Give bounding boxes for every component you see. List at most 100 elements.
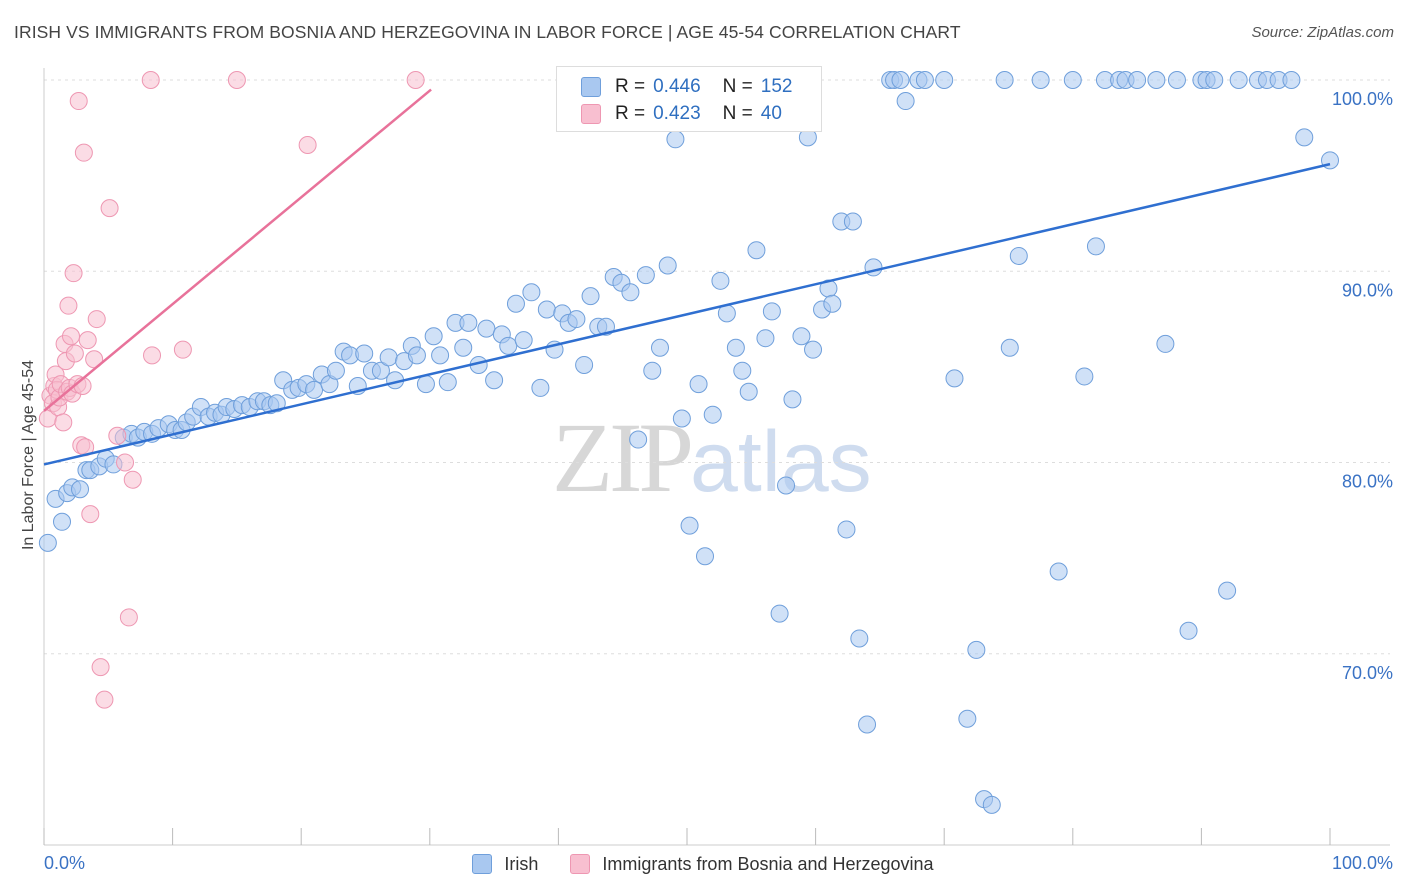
bosnia-points (38, 71, 425, 709)
irish-point (967, 640, 986, 659)
irish-point (837, 520, 856, 539)
bosnia-point (95, 690, 114, 709)
irish-point (689, 375, 708, 394)
irish-point (945, 369, 964, 388)
irish-point (658, 256, 677, 275)
bosnia-point (173, 340, 192, 359)
irish-point (1086, 237, 1105, 256)
bosnia-point (298, 136, 317, 155)
irish-point (567, 310, 586, 329)
bosnia-point (141, 71, 160, 89)
gridlines (44, 79, 1390, 655)
bosnia-r-label: R = (615, 103, 646, 124)
irish-point (499, 336, 518, 355)
irish-point (1063, 71, 1082, 89)
bosnia-point (62, 327, 81, 346)
irish-point (726, 338, 745, 357)
bosnia-point (123, 470, 142, 489)
bosnia-legend-label: Immigrants from Bosnia and Herzegovina (602, 853, 934, 874)
irish-point (522, 283, 541, 302)
irish-n-value: 152 (760, 76, 793, 97)
irish-point (1128, 71, 1147, 89)
irish-point (739, 382, 758, 401)
irish-point (38, 533, 57, 552)
irish-point (1295, 128, 1314, 147)
bosnia-legend-swatch (570, 854, 591, 874)
legend-item-irish[interactable]: Irish (472, 854, 538, 875)
bosnia-point (54, 413, 73, 432)
legend-item-bosnia[interactable]: Immigrants from Bosnia and Herzegovina (570, 853, 934, 875)
irish-point (747, 241, 766, 260)
y-tick-label: 80.0% (1342, 472, 1393, 492)
irish-point (537, 300, 556, 319)
irish-point (762, 302, 781, 321)
bosnia-n-value: 40 (760, 103, 782, 124)
irish-point (783, 390, 802, 409)
irish-point (666, 130, 685, 149)
irish-point (891, 71, 910, 89)
correlation-legend: R = 0.446 N = 152 R = 0.423 N = 40 (556, 66, 822, 132)
irish-point (355, 344, 374, 363)
irish-point (1147, 71, 1166, 89)
irish-r-label: R = (615, 76, 646, 97)
irish-point (703, 405, 722, 424)
irish-point (477, 319, 496, 338)
irish-point (995, 71, 1014, 89)
irish-point (267, 394, 286, 413)
irish-point (581, 287, 600, 306)
x-tick-label-min: 0.0% (44, 853, 85, 873)
x-tick-label-max: 100.0% (1332, 853, 1393, 873)
trend-lines (43, 88, 1331, 466)
irish-point (629, 430, 648, 449)
y-tick-label: 90.0% (1342, 280, 1393, 300)
irish-point (371, 361, 390, 380)
irish-points (38, 71, 1339, 814)
bosnia-point (100, 199, 119, 218)
irish-point (777, 476, 796, 495)
irish-point (915, 71, 934, 89)
irish-point (935, 71, 954, 89)
bosnia-point (91, 658, 110, 677)
irish-trend-line (43, 162, 1331, 466)
bosnia-point (65, 344, 84, 363)
bosnia-point (69, 92, 88, 111)
irish-point (858, 715, 877, 734)
irish-point (71, 480, 90, 499)
bosnia-point (227, 71, 246, 89)
bosnia-point (59, 296, 78, 315)
bosnia-point (406, 71, 425, 89)
legend-row-bosnia: R = 0.423 N = 40 (581, 101, 782, 127)
irish-point (770, 604, 789, 623)
irish-point (575, 355, 594, 374)
irish-point (1282, 71, 1301, 89)
y-tick-label: 100.0% (1332, 89, 1393, 109)
zipatlas-watermark: ZIPatlas (552, 400, 872, 515)
bosnia-point (74, 143, 93, 162)
irish-point (621, 283, 640, 302)
irish-point (1179, 621, 1198, 640)
irish-point (531, 378, 550, 397)
irish-point (438, 373, 457, 392)
watermark-zip: ZIP (552, 402, 694, 513)
bosnia-point (116, 453, 135, 472)
irish-point (454, 338, 473, 357)
irish-point (1049, 562, 1068, 581)
irish-point (416, 375, 435, 394)
irish-point (650, 338, 669, 357)
irish-point (1218, 581, 1237, 600)
irish-point (643, 361, 662, 380)
irish-point (407, 346, 426, 365)
irish-point (459, 313, 478, 332)
bosnia-r-value: 0.423 (653, 103, 701, 124)
bosnia-n-label: N = (722, 103, 753, 124)
bosnia-point (108, 426, 127, 445)
irish-point (485, 371, 504, 390)
legend-row-irish: R = 0.446 N = 152 (581, 74, 792, 100)
irish-point (672, 409, 691, 428)
irish-point (680, 516, 699, 535)
irish-point (1075, 367, 1094, 386)
bosnia-point (78, 331, 97, 350)
irish-point (1031, 71, 1050, 89)
irish-point (711, 271, 730, 290)
irish-point (1156, 334, 1175, 353)
